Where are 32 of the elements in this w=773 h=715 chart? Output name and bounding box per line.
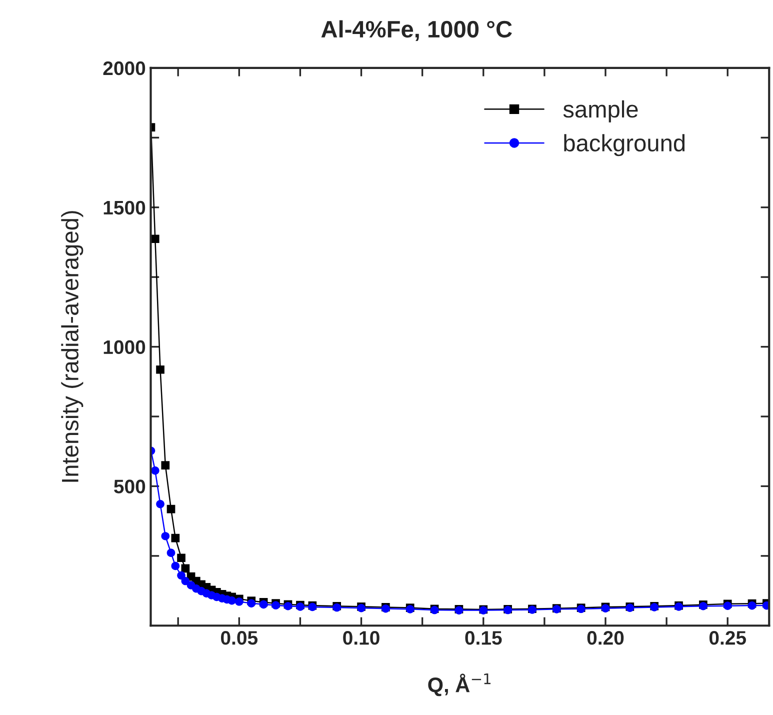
point — [171, 562, 180, 570]
point — [228, 596, 236, 605]
point — [150, 466, 160, 475]
x-tick-label: 0.15 — [465, 631, 502, 645]
y-tick-label: 1000 — [104, 340, 146, 354]
y-axis-title: Intensity (radial-averaged) — [61, 211, 84, 482]
x-tick-label: 0.05 — [220, 631, 258, 645]
point — [156, 365, 164, 374]
y-tick-label: 1500 — [104, 200, 146, 215]
chart-title: Al-4%Fe, 1000 °C — [321, 20, 512, 42]
x-axis-title: Q, Å$^{−1}$ — [428, 673, 491, 696]
point — [156, 500, 164, 508]
x-tick-label: 0.25 — [709, 631, 746, 645]
point — [177, 554, 186, 562]
legend-label: background — [564, 134, 685, 156]
point — [166, 504, 176, 514]
x-tick-label: 0.20 — [587, 631, 624, 645]
point — [166, 548, 176, 558]
x-tick-label: 0.10 — [343, 631, 380, 645]
point — [161, 461, 170, 470]
point — [181, 564, 190, 573]
point — [161, 532, 170, 540]
y-tick-label: 2000 — [103, 61, 146, 76]
legend-label: sample — [563, 100, 638, 122]
point — [150, 234, 160, 244]
point — [259, 600, 268, 609]
point — [171, 534, 180, 542]
point — [181, 576, 190, 586]
point — [247, 599, 256, 608]
y-tick-label: 500 — [114, 480, 146, 494]
point — [234, 597, 244, 606]
point — [177, 571, 186, 580]
